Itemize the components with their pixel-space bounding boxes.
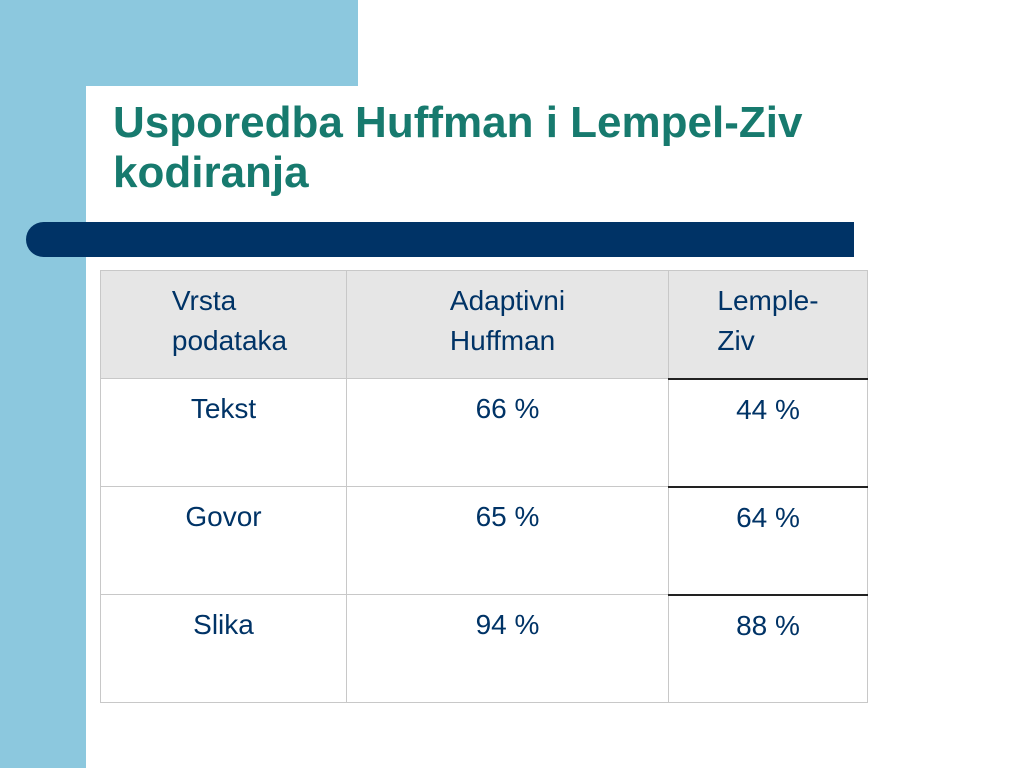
lempel-ziv-value-cell: 64 %: [668, 485, 868, 595]
row-label-cell: Govor: [100, 486, 347, 595]
huffman-value-cell: 94 %: [346, 594, 669, 703]
huffman-value-cell: 66 %: [346, 378, 669, 487]
huffman-value-cell: 65 %: [346, 486, 669, 595]
header-label: Lemple- Ziv: [717, 285, 819, 356]
header-cell-lempel-ziv: Lemple- Ziv: [668, 270, 868, 380]
header-cell-data-type: Vrsta podataka: [100, 270, 347, 379]
table-row: Tekst 66 % 44 %: [100, 377, 868, 487]
cell-value: Slika: [193, 609, 254, 640]
row-label-cell: Slika: [100, 594, 347, 703]
cell-value: 65 %: [475, 501, 540, 532]
table-header-row: Vrsta podataka Adaptivni Huffman Lemple-…: [100, 270, 868, 380]
header-cell-adaptive-huffman: Adaptivni Huffman: [346, 270, 669, 379]
cell-value: 66 %: [475, 393, 540, 424]
row-label-cell: Tekst: [100, 378, 347, 487]
header-label: Adaptivni Huffman: [449, 285, 566, 356]
table-row: Govor 65 % 64 %: [100, 485, 868, 595]
comparison-table: Vrsta podataka Adaptivni Huffman Lemple-…: [100, 270, 868, 703]
header-label: Vrsta podataka: [171, 285, 288, 356]
slide-title: Usporedba Huffman i Lempel-Ziv kodiranja: [113, 98, 803, 197]
cell-value: 44 %: [736, 393, 800, 425]
title-rule-bar: [26, 222, 854, 257]
cell-value: Govor: [185, 501, 262, 532]
cell-value: Tekst: [190, 393, 257, 424]
cell-value: 94 %: [475, 609, 540, 640]
decorative-frame-left: [0, 0, 86, 768]
lempel-ziv-value-cell: 88 %: [668, 593, 868, 703]
table-row: Slika 94 % 88 %: [100, 593, 868, 703]
lempel-ziv-value-cell: 44 %: [668, 377, 868, 487]
cell-value: 88 %: [736, 609, 800, 641]
cell-value: 64 %: [736, 501, 800, 533]
